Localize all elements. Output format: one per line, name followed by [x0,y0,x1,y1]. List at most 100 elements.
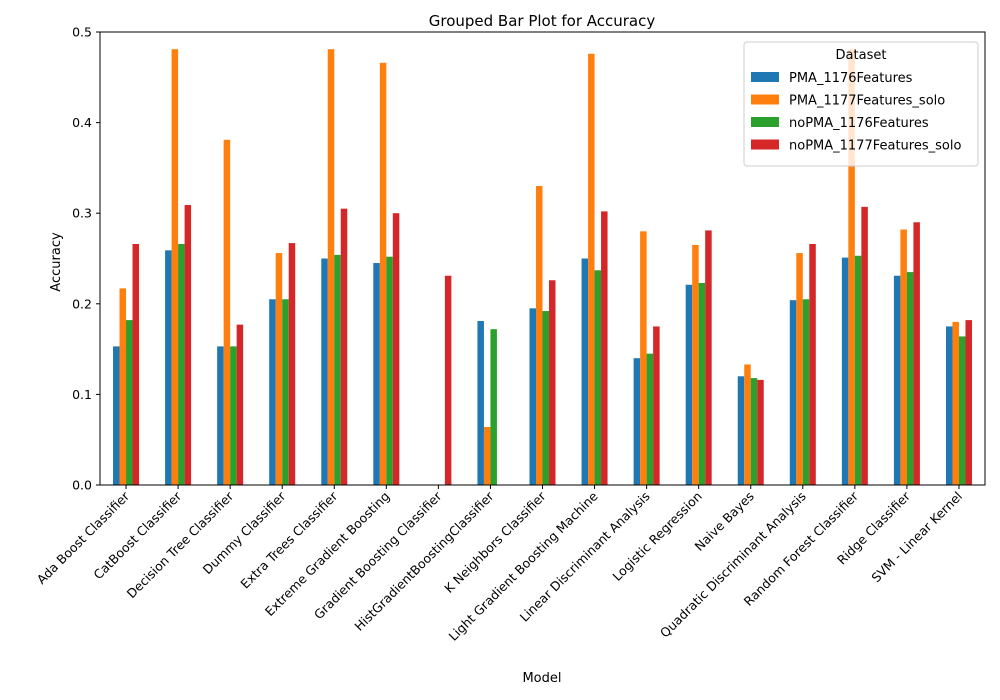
bar [178,244,185,485]
bar [444,275,452,485]
bar-group [373,62,400,485]
bar-group [945,320,972,485]
bar [340,208,348,486]
bar [483,427,491,485]
legend-label: noPMA_1177Features_solo [789,139,961,154]
bar [269,299,276,485]
bar [848,49,855,486]
bar-group [893,222,920,485]
legend-title: Dataset [836,48,887,63]
bar-group [217,139,244,485]
bar [379,62,387,485]
bar-group [477,321,497,485]
bar [184,205,192,485]
bar [796,253,803,485]
bar-group [165,49,192,486]
legend-swatch [751,94,779,105]
bar [640,231,647,485]
bar [906,272,914,485]
bar [581,258,589,485]
bar-group [633,231,660,485]
bar [854,255,862,485]
bar-group [321,49,348,486]
bar [952,321,959,485]
bar [230,346,237,485]
bar [119,288,127,485]
bar [477,321,484,485]
bar [113,346,120,485]
y-axis-title: Accuracy [49,232,64,292]
bar-group [113,244,140,485]
legend-label: noPMA_1176Features [789,116,929,131]
bar [802,299,810,485]
bar [744,364,751,485]
bar [236,324,244,485]
bar [646,353,654,485]
bar [685,284,693,485]
bar [321,258,328,485]
bar [542,311,549,485]
bar-group [581,53,608,486]
bar [737,376,745,485]
y-tick-label: 0.1 [72,387,92,402]
bar-group [529,186,556,485]
bar [490,329,497,485]
bar [217,346,224,485]
legend-box [743,41,979,167]
y-tick-label: 0.2 [72,296,92,311]
bar [594,270,602,485]
bar [692,244,699,485]
bar [965,320,972,485]
legend-swatch [751,72,779,82]
bar [841,257,849,485]
legend-label: PMA_1177Features_solo [789,94,945,109]
bar [900,229,907,485]
bar [223,139,231,485]
bar-group [685,230,712,485]
bar [893,275,901,485]
bar [809,244,816,485]
legend: Dataset PMA_1176Features PMA_1177Features_… [743,41,979,167]
bar-group [444,275,452,485]
bar [536,186,543,485]
bar-group [841,49,868,486]
bar [373,263,380,485]
y-tick-label: 0.3 [72,206,92,221]
bar [913,222,920,485]
legend-swatch [751,139,779,150]
bar [275,253,283,485]
chart-title: Grouped Bar Plot for Accuracy [429,12,656,30]
bar [334,254,341,485]
bar [945,326,953,485]
bar [327,49,335,486]
bar [529,308,536,485]
bar [705,230,712,485]
y-tick-label: 0.4 [72,115,92,130]
bar [633,358,641,485]
bar [132,244,140,485]
bar [386,256,393,485]
bar [288,243,296,485]
bar [757,379,764,485]
bar-group [269,243,296,485]
bar [789,300,797,485]
bar [653,326,660,485]
bar-group [737,364,764,485]
bar [601,211,608,485]
bar [165,250,172,485]
bar [282,299,289,485]
bar [698,282,706,485]
bar [171,49,179,486]
legend-swatch [751,117,779,127]
bar [861,206,868,485]
bar [126,320,133,485]
legend-label: PMA_1176Features [789,71,913,86]
bar [750,378,758,485]
x-axis-title: Model [522,671,561,686]
bar [549,280,556,485]
bar [958,336,966,485]
y-tick-label: 0.0 [72,478,92,493]
bar [392,213,400,485]
